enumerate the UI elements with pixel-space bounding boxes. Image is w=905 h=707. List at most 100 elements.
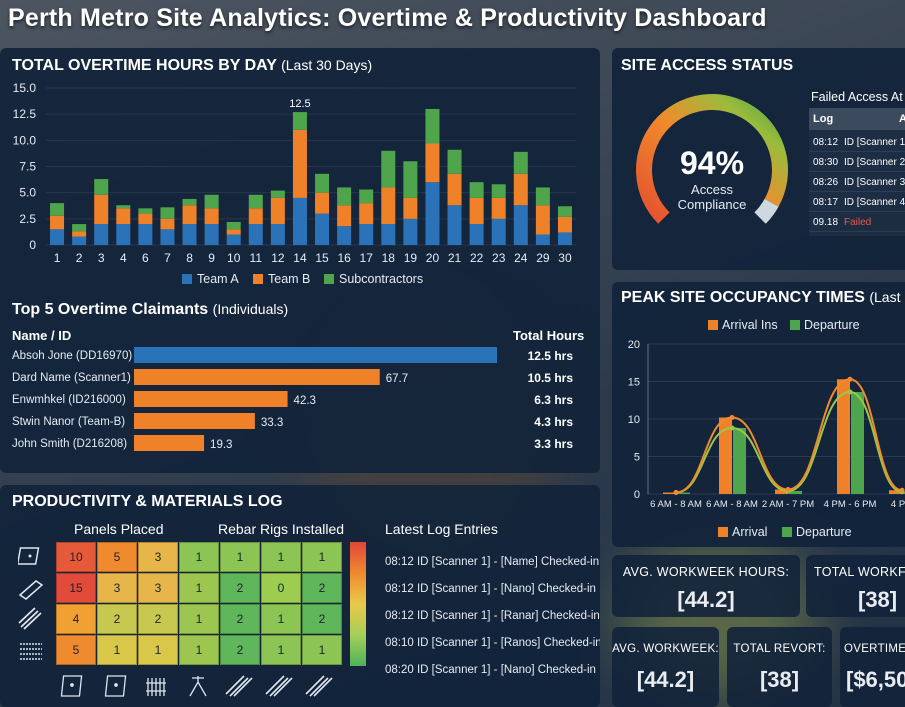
heatmap-cell: 1: [179, 635, 219, 665]
bar-segment: [513, 205, 528, 245]
claimant-total: 6.3 hrs: [534, 393, 573, 407]
claimant-name: Absoh Jone (DD16970): [12, 350, 132, 362]
claimant-bar: [134, 347, 497, 363]
claimant-value: 33.3: [261, 417, 283, 429]
bar-segment: [447, 173, 462, 206]
x-tick-label: 10: [227, 251, 241, 265]
productivity-title: PRODUCTIVITY & MATERIALS LOG: [12, 493, 283, 510]
table-row: 08:30 ID [Scanner 2]: [809, 154, 905, 172]
legend-label: Departure: [796, 525, 852, 539]
claimants-title-sub: (Individuals): [212, 301, 289, 317]
x-tick-label: 1: [54, 251, 61, 265]
log-title: Latest Log Entries: [385, 521, 498, 537]
legend-swatch: [708, 320, 718, 330]
x-tick-label: 4: [120, 251, 127, 265]
bar-segment: [138, 224, 153, 245]
bar-segment: [535, 234, 550, 245]
arrival-bar: [775, 489, 788, 494]
access-entry: ID [Scanner 3]: [844, 177, 905, 188]
x-tick-label: 4 PM - 6 PM: [824, 499, 877, 510]
bar-segment: [359, 224, 374, 245]
occupancy-title: PEAK SITE OCCUPANCY TIMES (Last 7: [621, 289, 905, 307]
bar-segment: [292, 129, 307, 198]
bar-segment: [337, 226, 352, 245]
arrival-line: [675, 378, 903, 494]
heatmap-cell: 3: [138, 573, 178, 603]
heatmap-cell: 1: [220, 542, 260, 572]
bar-segment: [381, 187, 396, 225]
heatmap-cell: 1: [97, 635, 137, 665]
log-entry: 08:12 ID [Scanner 1] - [Name] Checked-in: [385, 556, 600, 568]
gauge-remainder-arc: [754, 198, 779, 224]
log-entry: 08:20 ID [Scanner 1] - [Nano] Checked-in: [385, 664, 596, 676]
y-tick-label: 15.0: [13, 81, 37, 95]
x-tick-label: 6 AM - 8 AM: [650, 499, 702, 510]
panels-placed-header: Panels Placed: [74, 521, 164, 537]
access-entry: Failed: [844, 217, 872, 228]
bar-segment: [337, 187, 352, 206]
rebar-bundle-icon: [225, 675, 253, 697]
beam-icon: [18, 580, 44, 600]
departure-line-point: [729, 425, 735, 431]
y-tick-label: 12.5: [13, 107, 37, 121]
x-tick-label: 22: [470, 251, 484, 265]
legend-label: Team A: [197, 272, 239, 286]
heatmap-cell: 1: [261, 542, 301, 572]
legend-swatch: [253, 274, 263, 284]
heatmap-cell: 2: [220, 635, 260, 665]
productivity-panel: PRODUCTIVITY & MATERIALS LOG Panels Plac…: [0, 485, 600, 707]
x-tick-label: 12: [271, 251, 285, 265]
stat-value: [38]: [858, 587, 898, 612]
arrival-line-point: [729, 415, 735, 420]
gauge-label: Access: [691, 182, 733, 197]
heatmap-cell: 2: [302, 604, 342, 634]
bar-segment: [248, 208, 263, 225]
legend-label: Arrival Ins: [722, 318, 778, 332]
heatmap-color-scale: [350, 542, 366, 666]
claimant-value: 42.3: [294, 395, 316, 407]
rebar-bundle-icon: [265, 675, 293, 697]
heatmap-cell: 2: [220, 573, 260, 603]
bar-segment: [138, 208, 153, 214]
bar-segment: [116, 224, 131, 245]
stat-card: AVG. WORKWEEK HOURS: [44.2]: [612, 555, 800, 617]
heatmap-cell: 3: [97, 573, 137, 603]
heatmap-cell: 3: [138, 542, 178, 572]
failed-access-table: Log A 08:12 ID [Scanner 1] 08:30 ID [Scanne…: [809, 108, 905, 236]
y-tick-label: 0: [29, 238, 36, 252]
gauge-label: Compliance: [678, 197, 747, 212]
bar-segment: [72, 224, 87, 232]
bar-segment: [160, 229, 175, 245]
x-tick-label: 11: [250, 251, 263, 265]
heatmap-cell: 1: [179, 542, 219, 572]
claimant-name: Enwmhkel (ID216000): [12, 394, 126, 406]
gauge-arc: [636, 94, 788, 224]
heatmap-cell: 0: [261, 573, 301, 603]
x-tick-label: 18: [382, 251, 396, 265]
material-icons-row: [60, 675, 333, 697]
legend-label: Arrival: [732, 525, 767, 539]
x-tick-label: 4 PM: [891, 499, 905, 510]
claimant-bar: [134, 369, 380, 385]
heatmap-cell: 2: [138, 604, 178, 634]
bar-segment: [160, 207, 175, 219]
x-tick-label: 3: [98, 251, 105, 265]
bar-segment: [116, 205, 131, 209]
occupancy-title-sub: (Last 7: [869, 289, 905, 305]
departure-bar: [851, 392, 864, 494]
arrival-line-point: [899, 487, 905, 493]
bar-segment: [381, 224, 396, 245]
heatmap-cell: 4: [56, 604, 96, 634]
stat-label: TOTAL WORKFO: [814, 565, 905, 579]
bar-segment: [447, 205, 462, 245]
claimant-value: 67.7: [386, 373, 408, 385]
bar-segment: [94, 179, 109, 195]
bar-segment: [557, 232, 572, 245]
legend-swatch: [782, 527, 792, 537]
arrival-line-point: [785, 487, 791, 492]
stat-value: [38]: [759, 667, 800, 692]
x-tick-label: 21: [448, 251, 462, 265]
heatmap-cell: 2: [220, 604, 260, 634]
site-access-panel: SITE ACCESS STATUS 94% Access Compliance…: [612, 48, 905, 270]
overtime-panel: TOTAL OVERTIME HOURS BY DAY (Last 30 Day…: [0, 48, 600, 473]
